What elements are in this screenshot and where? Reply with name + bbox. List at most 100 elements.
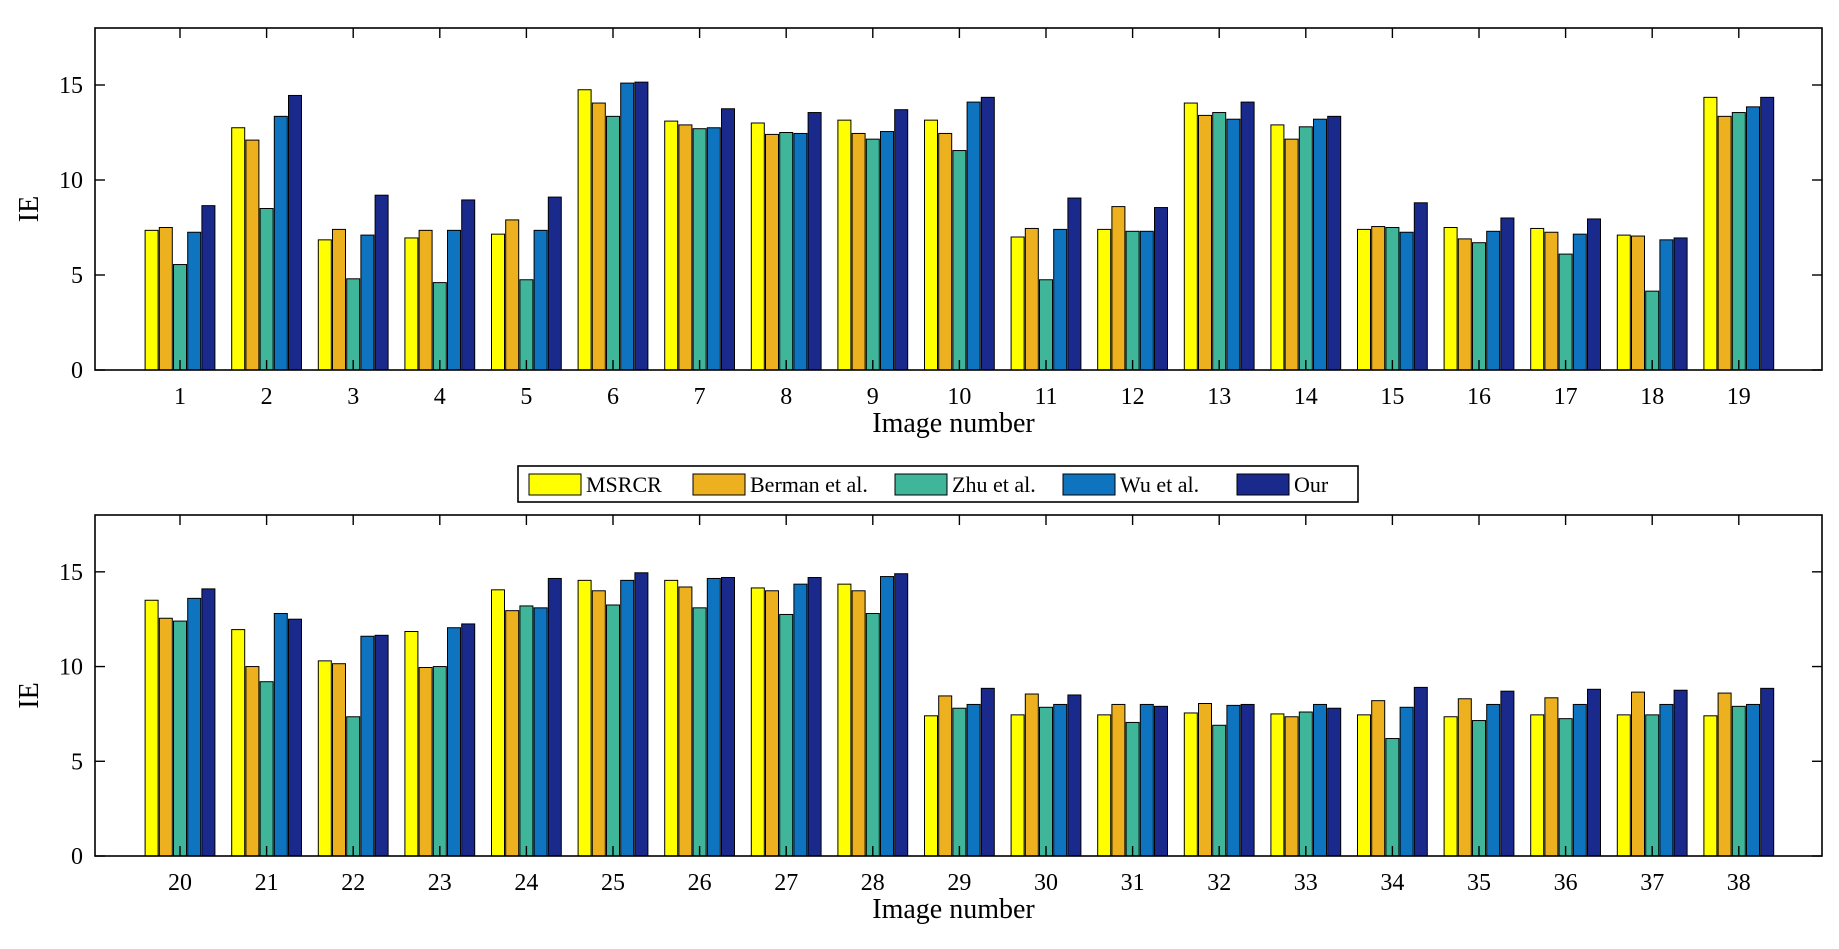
bar-wu-5 xyxy=(533,229,548,371)
x-tick-label: 11 xyxy=(1034,384,1057,410)
bar-berman-24 xyxy=(505,610,520,857)
bar-zhu-28 xyxy=(865,613,880,857)
x-tick-label: 20 xyxy=(168,870,192,896)
bar-zhu-30 xyxy=(1039,706,1053,857)
bar-our-8 xyxy=(807,112,822,371)
legend-label-our: Our xyxy=(1294,472,1329,497)
bar-msrcr-22 xyxy=(317,660,332,857)
legend-label-msrcr: MSRCR xyxy=(586,472,662,497)
bar-berman-28 xyxy=(851,590,866,857)
bar-our-26 xyxy=(721,577,735,857)
x-tick-label: 8 xyxy=(780,384,792,410)
bar-wu-29 xyxy=(966,703,981,857)
bar-msrcr-2 xyxy=(231,127,246,371)
bar-wu-11 xyxy=(1053,228,1068,371)
bar-msrcr-38 xyxy=(1703,715,1718,857)
bar-zhu-12 xyxy=(1125,230,1140,371)
x-tick-label: 27 xyxy=(774,870,798,896)
bar-zhu-10 xyxy=(952,150,967,371)
bar-msrcr-14 xyxy=(1270,124,1285,371)
bar-zhu-24 xyxy=(519,605,534,857)
x-tick-label: 21 xyxy=(255,870,279,896)
bar-our-29 xyxy=(980,687,995,857)
x-tick-label: 13 xyxy=(1207,384,1231,410)
bar-wu-7 xyxy=(706,127,721,371)
bar-berman-12 xyxy=(1111,206,1126,371)
bar-wu-21 xyxy=(273,613,288,857)
bar-msrcr-27 xyxy=(750,587,765,857)
bar-our-10 xyxy=(980,96,995,371)
bar-msrcr-8 xyxy=(750,122,765,371)
bar-our-11 xyxy=(1067,197,1082,371)
bar-berman-17 xyxy=(1544,231,1559,371)
bar-berman-29 xyxy=(938,695,953,857)
x-axis-label: Image number xyxy=(872,408,1035,439)
y-axis-label: IE xyxy=(14,196,45,222)
bar-wu-22 xyxy=(360,635,375,857)
bar-zhu-18 xyxy=(1645,290,1660,371)
x-tick-label: 10 xyxy=(947,384,971,410)
bar-zhu-3 xyxy=(346,278,361,371)
x-tick-label: 35 xyxy=(1467,870,1491,896)
bar-zhu-11 xyxy=(1039,279,1053,371)
bar-our-34 xyxy=(1413,686,1428,857)
x-tick-label: 28 xyxy=(861,870,885,896)
bar-berman-6 xyxy=(591,102,606,371)
bar-our-27 xyxy=(807,577,822,857)
bar-wu-27 xyxy=(793,583,808,857)
legend-swatch-our xyxy=(1236,473,1290,496)
x-tick-label: 23 xyxy=(428,870,452,896)
x-tick-label: 18 xyxy=(1640,384,1664,410)
bar-zhu-7 xyxy=(692,128,707,371)
bar-wu-19 xyxy=(1746,106,1760,371)
bar-our-33 xyxy=(1327,707,1342,857)
bar-wu-37 xyxy=(1659,703,1674,857)
bar-berman-14 xyxy=(1284,138,1299,371)
bar-our-21 xyxy=(288,618,302,857)
bar-msrcr-34 xyxy=(1357,714,1371,857)
x-tick-label: 33 xyxy=(1294,870,1318,896)
y-tick-label: 0 xyxy=(71,844,83,870)
bar-msrcr-3 xyxy=(317,239,332,371)
bar-berman-27 xyxy=(765,590,779,857)
bar-wu-12 xyxy=(1139,230,1154,371)
y-tick-label: 15 xyxy=(59,560,83,586)
bar-msrcr-5 xyxy=(491,233,505,371)
bar-wu-28 xyxy=(880,576,894,857)
bar-wu-13 xyxy=(1226,118,1241,371)
bar-zhu-20 xyxy=(173,620,187,857)
bar-wu-25 xyxy=(620,579,635,857)
bar-wu-4 xyxy=(447,229,461,371)
x-tick-label: 17 xyxy=(1554,384,1578,410)
bar-zhu-27 xyxy=(779,613,794,857)
legend-swatch-berman xyxy=(692,473,746,496)
x-tick-label: 3 xyxy=(347,384,359,410)
bar-berman-34 xyxy=(1371,700,1386,857)
x-tick-label: 36 xyxy=(1554,870,1578,896)
bar-our-14 xyxy=(1327,115,1342,371)
bar-wu-10 xyxy=(966,101,981,371)
bar-zhu-13 xyxy=(1212,112,1227,371)
y-tick-label: 10 xyxy=(59,655,83,681)
bar-our-13 xyxy=(1240,101,1255,371)
bar-zhu-37 xyxy=(1645,714,1660,857)
bar-our-6 xyxy=(634,81,649,371)
bar-our-37 xyxy=(1673,689,1688,857)
bar-berman-3 xyxy=(332,228,346,371)
x-tick-label: 22 xyxy=(341,870,365,896)
bar-berman-5 xyxy=(505,219,520,371)
bar-our-35 xyxy=(1500,690,1515,857)
bar-our-2 xyxy=(288,94,302,371)
bar-berman-10 xyxy=(938,132,953,371)
bar-zhu-1 xyxy=(173,264,187,371)
legend-swatch-wu xyxy=(1062,473,1116,496)
bar-berman-8 xyxy=(765,133,779,371)
bar-msrcr-10 xyxy=(924,119,938,371)
bar-msrcr-1 xyxy=(144,229,159,371)
bar-our-23 xyxy=(461,623,476,857)
axes-box xyxy=(94,27,1823,371)
bar-msrcr-26 xyxy=(664,579,679,857)
bar-berman-21 xyxy=(245,666,260,857)
x-tick-label: 31 xyxy=(1121,870,1145,896)
